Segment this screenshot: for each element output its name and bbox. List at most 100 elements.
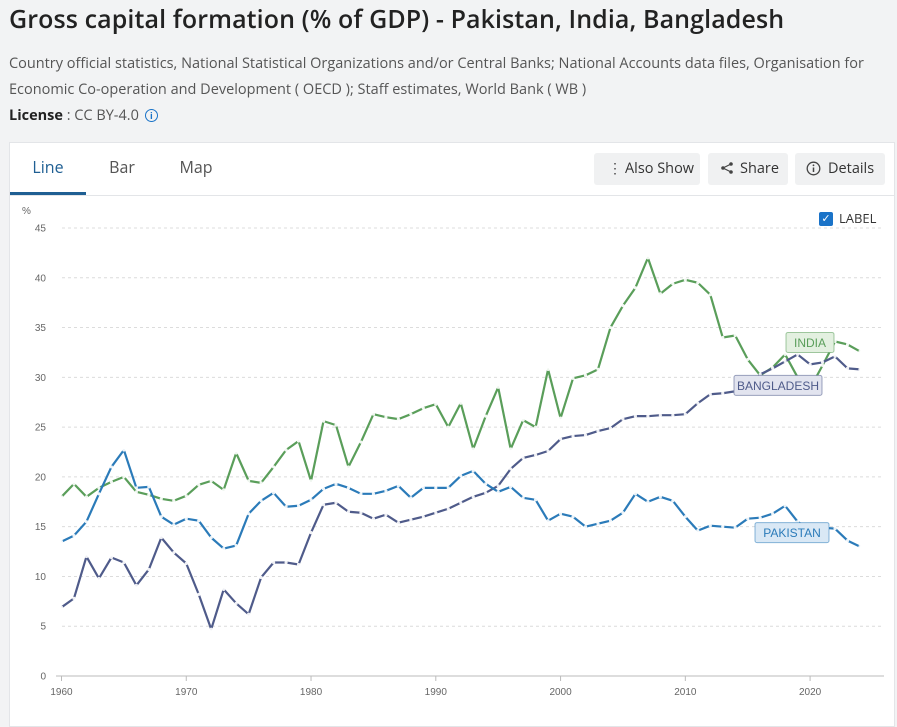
data-point: [534, 453, 538, 457]
data-point: [247, 512, 251, 516]
tab-line[interactable]: Line: [10, 143, 86, 195]
data-point: [633, 286, 638, 290]
data-point: [558, 416, 563, 420]
data-point: [708, 392, 712, 396]
data-point: [184, 517, 188, 521]
data-point: [546, 449, 550, 453]
data-point: [721, 391, 725, 395]
data-point: [708, 524, 712, 528]
label-checkbox[interactable]: ✓: [819, 212, 833, 226]
data-point: [858, 544, 862, 549]
data-point: [721, 525, 725, 529]
data-point: [783, 504, 787, 508]
data-point: [222, 546, 226, 551]
data-point: [371, 492, 376, 496]
y-tick-label: 35: [35, 323, 47, 334]
y-tick-label: 15: [35, 522, 47, 533]
share-icon: [720, 153, 734, 185]
data-point: [134, 490, 138, 494]
data-point: [596, 367, 600, 371]
also-show-label: Also Show: [625, 159, 695, 178]
data-point: [783, 359, 787, 364]
label-box: [733, 374, 823, 396]
data-point: [596, 522, 600, 526]
data-point: [309, 498, 313, 502]
data-point: [546, 519, 550, 523]
data-point: [359, 511, 363, 515]
y-tick-label: 0: [40, 672, 46, 683]
data-point: [384, 489, 388, 493]
data-point: [97, 576, 101, 581]
series-bangladesh: [59, 352, 862, 631]
tab-bar[interactable]: Bar: [109, 156, 135, 178]
data-point: [509, 485, 513, 489]
data-point: [521, 456, 525, 460]
data-point: [334, 501, 338, 505]
y-tick-label: 20: [35, 472, 47, 483]
data-point: [147, 567, 151, 572]
data-point: [683, 278, 687, 282]
page-title: Gross capital formation (% of GDP) - Pak…: [9, 2, 785, 36]
x-tick-label: 1990: [425, 687, 448, 698]
label-box: [754, 522, 830, 544]
data-point: [521, 496, 525, 500]
series-labels: INDIA BANGLADESH PAKISTAN: [733, 331, 835, 544]
x-tick-label: 2010: [674, 687, 697, 698]
license-label: License: [9, 106, 63, 125]
info-icon[interactable]: i: [144, 109, 158, 122]
data-point: [608, 426, 613, 430]
data-point: [509, 447, 513, 451]
data-point: [671, 413, 675, 417]
data-point: [571, 376, 575, 380]
data-point: [421, 515, 425, 519]
details-button[interactable]: Details: [795, 153, 885, 185]
data-point: [771, 512, 775, 516]
also-show-button[interactable]: ⋮ Also Show: [594, 153, 700, 185]
tab-divider: [10, 195, 894, 196]
data-point: [608, 519, 613, 523]
data-point: [683, 412, 687, 416]
data-point: [671, 282, 675, 286]
data-point: [321, 503, 326, 507]
data-point: [771, 366, 775, 370]
tab-map[interactable]: Map: [179, 156, 213, 178]
data-point: [421, 486, 425, 490]
data-point: [84, 554, 89, 559]
data-point: [571, 434, 575, 438]
data-point: [484, 414, 488, 418]
data-point: [671, 499, 675, 503]
series-india: [59, 256, 862, 503]
share-button[interactable]: Share: [708, 153, 788, 185]
label-text: BANGLADESH: [737, 379, 819, 393]
data-point: [159, 515, 163, 519]
data-point: [845, 342, 850, 347]
data-point: [820, 363, 825, 367]
data-point: [558, 512, 563, 516]
data-point: [496, 385, 500, 389]
data-point: [534, 498, 538, 502]
data-point: [109, 480, 114, 484]
y-axis-unit: %: [22, 206, 31, 217]
data-point: [733, 333, 737, 338]
data-point: [72, 534, 76, 538]
data-point: [858, 367, 862, 371]
data-point: [84, 495, 89, 499]
data-point: [509, 467, 513, 471]
x-tick-label: 1980: [300, 687, 323, 698]
x-tick-label: 1960: [50, 687, 73, 698]
data-point: [259, 481, 263, 485]
data-point: [496, 490, 500, 494]
data-point: [746, 357, 750, 362]
data-point: [409, 496, 413, 500]
data-point: [321, 419, 326, 423]
data-point: [708, 293, 712, 297]
data-point: [209, 627, 213, 631]
data-point: [147, 493, 151, 497]
more-vertical-icon: ⋮: [608, 159, 622, 178]
data-point: [197, 519, 201, 523]
data-point: [97, 486, 101, 490]
data-point: [471, 495, 475, 499]
data-point: [346, 486, 351, 490]
data-point: [172, 499, 176, 503]
